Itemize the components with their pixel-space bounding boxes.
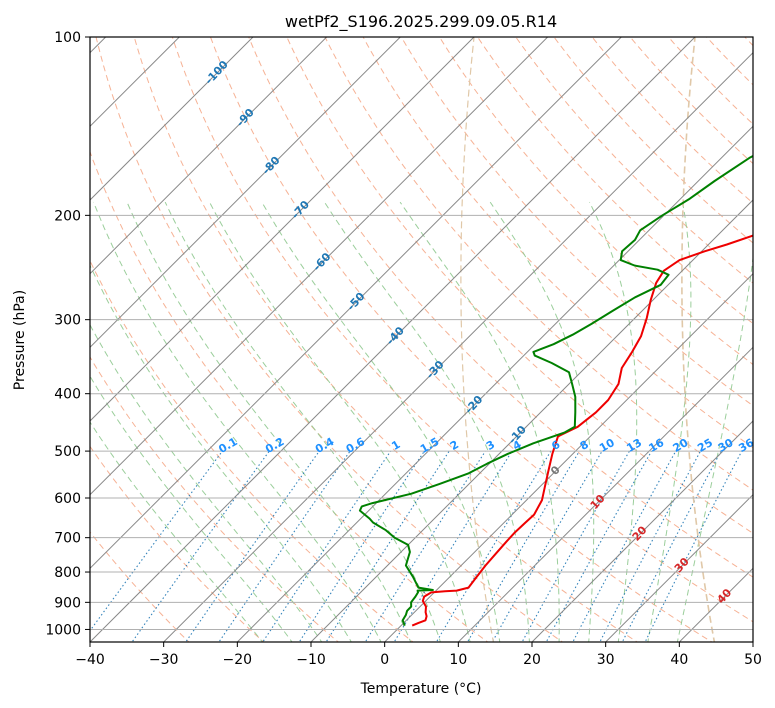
mixing-ratio-line [466, 450, 580, 642]
isotherm-line [531, 420, 753, 642]
isotherm-line [90, 37, 254, 201]
x-tick-label: 0 [380, 652, 389, 668]
moist-adiabat-line [90, 323, 323, 642]
dry-adiabat-line [248, 37, 753, 578]
x-tick-label: 50 [744, 652, 762, 668]
isotherm-line [90, 37, 328, 275]
profile-lines [358, 154, 753, 627]
dry-adiabat-line [477, 37, 753, 325]
x-tick-label: 20 [523, 652, 541, 668]
x-tick-label: 30 [597, 652, 615, 668]
x-tick-label: −30 [149, 652, 179, 668]
background-lines [90, 37, 753, 642]
isotherm-line [236, 125, 753, 642]
dewpoint-profile-line [358, 154, 753, 626]
moist-adiabat-line [164, 201, 441, 642]
mixing-ratio-line [621, 450, 722, 642]
isotherm-line [90, 37, 402, 349]
x-tick-label: −10 [296, 652, 326, 668]
mixing-ratio-line [393, 450, 513, 642]
isotherm-line [90, 37, 475, 422]
isotherm-line [383, 272, 753, 642]
mixing-ratio-line [644, 450, 743, 642]
moist-adiabat-line [676, 254, 753, 642]
moist-adiabat-line [90, 264, 352, 642]
y-tick-label: 400 [54, 387, 81, 403]
dry-adiabat-line [90, 150, 489, 642]
plot-background [90, 37, 753, 642]
moist-adiabat-line [93, 201, 382, 642]
isotherm-line [162, 51, 753, 642]
dry-adiabat-line [209, 37, 753, 623]
dry-adiabat-line [90, 445, 265, 642]
mixing-ratio-line [298, 450, 425, 642]
x-tick-label: 40 [670, 652, 688, 668]
dry-adiabat-line [438, 37, 753, 366]
isotherm-line [90, 37, 623, 570]
y-tick-label: 600 [54, 491, 81, 507]
dry-adiabat-line [90, 356, 340, 642]
y-tick-label: 900 [54, 595, 81, 611]
y-tick-label: 1000 [45, 622, 81, 638]
x-tick-label: 10 [449, 652, 467, 668]
dry-adiabat-line [515, 37, 753, 284]
chart-title: wetPf2_S196.2025.299.09.05.R14 [285, 12, 557, 32]
y-tick-label: 100 [54, 30, 81, 46]
isotherm-line [90, 37, 696, 642]
mixing-ratio-line [491, 450, 603, 642]
dry-adiabat-line [90, 259, 414, 642]
dry-adiabat-line [95, 37, 564, 642]
y-tick-label: 500 [54, 444, 81, 460]
x-tick-label: −40 [75, 652, 105, 668]
x-tick-label: −20 [223, 652, 253, 668]
y-tick-label: 800 [54, 565, 81, 581]
dry-adiabat-line [171, 37, 713, 642]
moist-adiabat-line [261, 201, 501, 642]
x-axis-label: Temperature (°C) [360, 681, 482, 697]
y-axis-label: Pressure (hPa) [12, 290, 28, 390]
isotherm-line [90, 37, 549, 496]
y-tick-label: 300 [54, 313, 81, 329]
isotherm-line [604, 493, 753, 642]
mixing-ratio-line [521, 450, 630, 642]
axes: −40 −30 −20 −10 0 10 20 30 40 50 100 200 300 400 500 60… [45, 30, 762, 668]
dry-adiabat-line [362, 37, 753, 449]
dry-adiabat-line [324, 37, 753, 491]
plot-frame [89, 36, 754, 643]
dry-adiabat-line [629, 37, 753, 165]
reference-curve [460, 37, 494, 642]
y-tick-label: 200 [54, 208, 81, 224]
mixing-ratio-line [185, 450, 320, 642]
reference-curve [681, 37, 716, 642]
mixing-ratio-line [218, 450, 351, 642]
dry-adiabat-line [133, 37, 638, 642]
isotherm-line [310, 199, 753, 642]
mixing-ratio-line [572, 450, 677, 642]
moist-adiabat-line [209, 201, 471, 642]
isotherm-line [457, 346, 753, 642]
moist-adiabat-line [126, 201, 412, 642]
mixing-ratio-line [599, 450, 701, 642]
y-tick-label: 700 [54, 531, 81, 547]
dry-adiabat-line [400, 37, 753, 407]
moist-adiabat-line [90, 375, 293, 642]
mixing-ratio-line [435, 450, 552, 642]
dry-adiabat-line [286, 37, 753, 534]
